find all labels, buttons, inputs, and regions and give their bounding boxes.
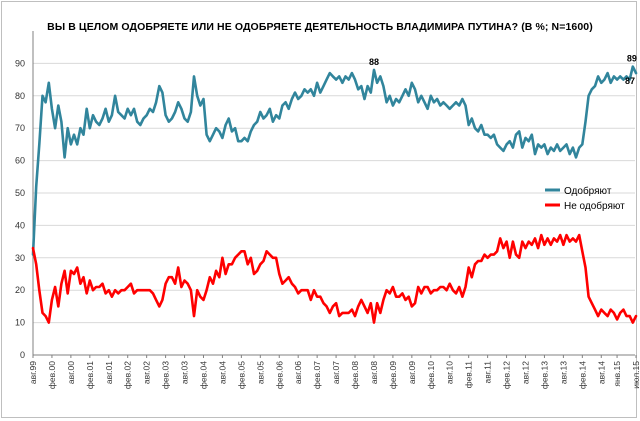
x-tick-label: фев.11 bbox=[464, 361, 474, 389]
x-tick-label: авг.00 bbox=[66, 361, 76, 384]
y-tick-label-20: 20 bbox=[15, 285, 25, 295]
y-tick-label-80: 80 bbox=[15, 91, 25, 101]
legend-label: Одобряют bbox=[564, 185, 612, 197]
grid-lines bbox=[33, 62, 635, 324]
y-tick-label-50: 50 bbox=[15, 188, 25, 198]
x-tick-label: фев.03 bbox=[161, 361, 171, 389]
x-tick-label: авг.01 bbox=[104, 361, 114, 384]
x-tick-label: авг.10 bbox=[445, 361, 455, 384]
legend-label: Не одобряют bbox=[564, 200, 625, 212]
x-tick-label: июл.15 bbox=[631, 361, 640, 389]
x-tick-label: фев.07 bbox=[312, 361, 322, 389]
x-tick-label: фев.09 bbox=[388, 361, 398, 389]
x-tick-label: авг.13 bbox=[558, 361, 568, 384]
series-lines bbox=[31, 65, 638, 324]
y-tick-label-10: 10 bbox=[15, 318, 25, 328]
y-tick-label-30: 30 bbox=[15, 253, 25, 263]
chart-title: ВЫ В ЦЕЛОМ ОДОБРЯЕТЕ ИЛИ НЕ ОДОБРЯЕТЕ ДЕ… bbox=[47, 21, 593, 33]
x-tick-label: фев.14 bbox=[577, 361, 587, 389]
x-tick-label: фев.06 bbox=[274, 361, 284, 389]
approve-series-line bbox=[31, 65, 638, 256]
y-tick-label-90: 90 bbox=[15, 58, 25, 68]
x-tick-label: янв.15 bbox=[612, 361, 622, 387]
data-label-87: 87 bbox=[625, 76, 635, 86]
x-tick-label: авг.06 bbox=[293, 361, 303, 384]
x-tick-label: авг.07 bbox=[331, 361, 341, 384]
x-tick-label: авг.02 bbox=[142, 361, 152, 384]
x-tick-label: авг.14 bbox=[596, 361, 606, 384]
y-tick-label-60: 60 bbox=[15, 156, 25, 166]
x-tick-label: авг.03 bbox=[180, 361, 190, 384]
data-label-89: 89 bbox=[627, 54, 637, 64]
y-tick-label-0: 0 bbox=[20, 350, 25, 360]
x-tick-label: авг.09 bbox=[407, 361, 417, 384]
y-tick-label-40: 40 bbox=[15, 220, 25, 230]
x-tick-label: авг.08 bbox=[369, 361, 379, 384]
x-tick-label: фев.08 bbox=[350, 361, 360, 389]
x-tick-label: фев.00 bbox=[47, 361, 57, 389]
y-axis: 0 10 20 30 40 50 60 70 80 90 bbox=[15, 31, 34, 360]
x-axis: авг.99 фев.00 авг.00 фев.01 авг.01 фев.02 авг.… bbox=[28, 354, 640, 389]
y-tick-label-70: 70 bbox=[15, 123, 25, 133]
legend: Одобряют Не одобряют bbox=[545, 185, 625, 212]
x-tick-label: фев.02 bbox=[123, 361, 133, 389]
data-label-88: 88 bbox=[369, 57, 379, 67]
x-tick-label: фев.04 bbox=[198, 361, 208, 389]
x-tick-label: авг.12 bbox=[521, 361, 531, 384]
x-tick-label: фев.10 bbox=[426, 361, 436, 389]
x-tick-label: авг.05 bbox=[255, 361, 265, 384]
x-tick-label: фев.12 bbox=[502, 361, 512, 389]
x-tick-label: фев.13 bbox=[539, 361, 549, 389]
x-tick-label: авг.11 bbox=[483, 361, 493, 384]
x-tick-label: авг.04 bbox=[217, 361, 227, 384]
annotations: 88 89 87 bbox=[369, 54, 637, 86]
x-tick-label: фев.01 bbox=[85, 361, 95, 389]
x-tick-label: фев.05 bbox=[236, 361, 246, 389]
disapprove-series-line bbox=[31, 233, 638, 324]
x-tick-label: авг.99 bbox=[28, 361, 38, 384]
